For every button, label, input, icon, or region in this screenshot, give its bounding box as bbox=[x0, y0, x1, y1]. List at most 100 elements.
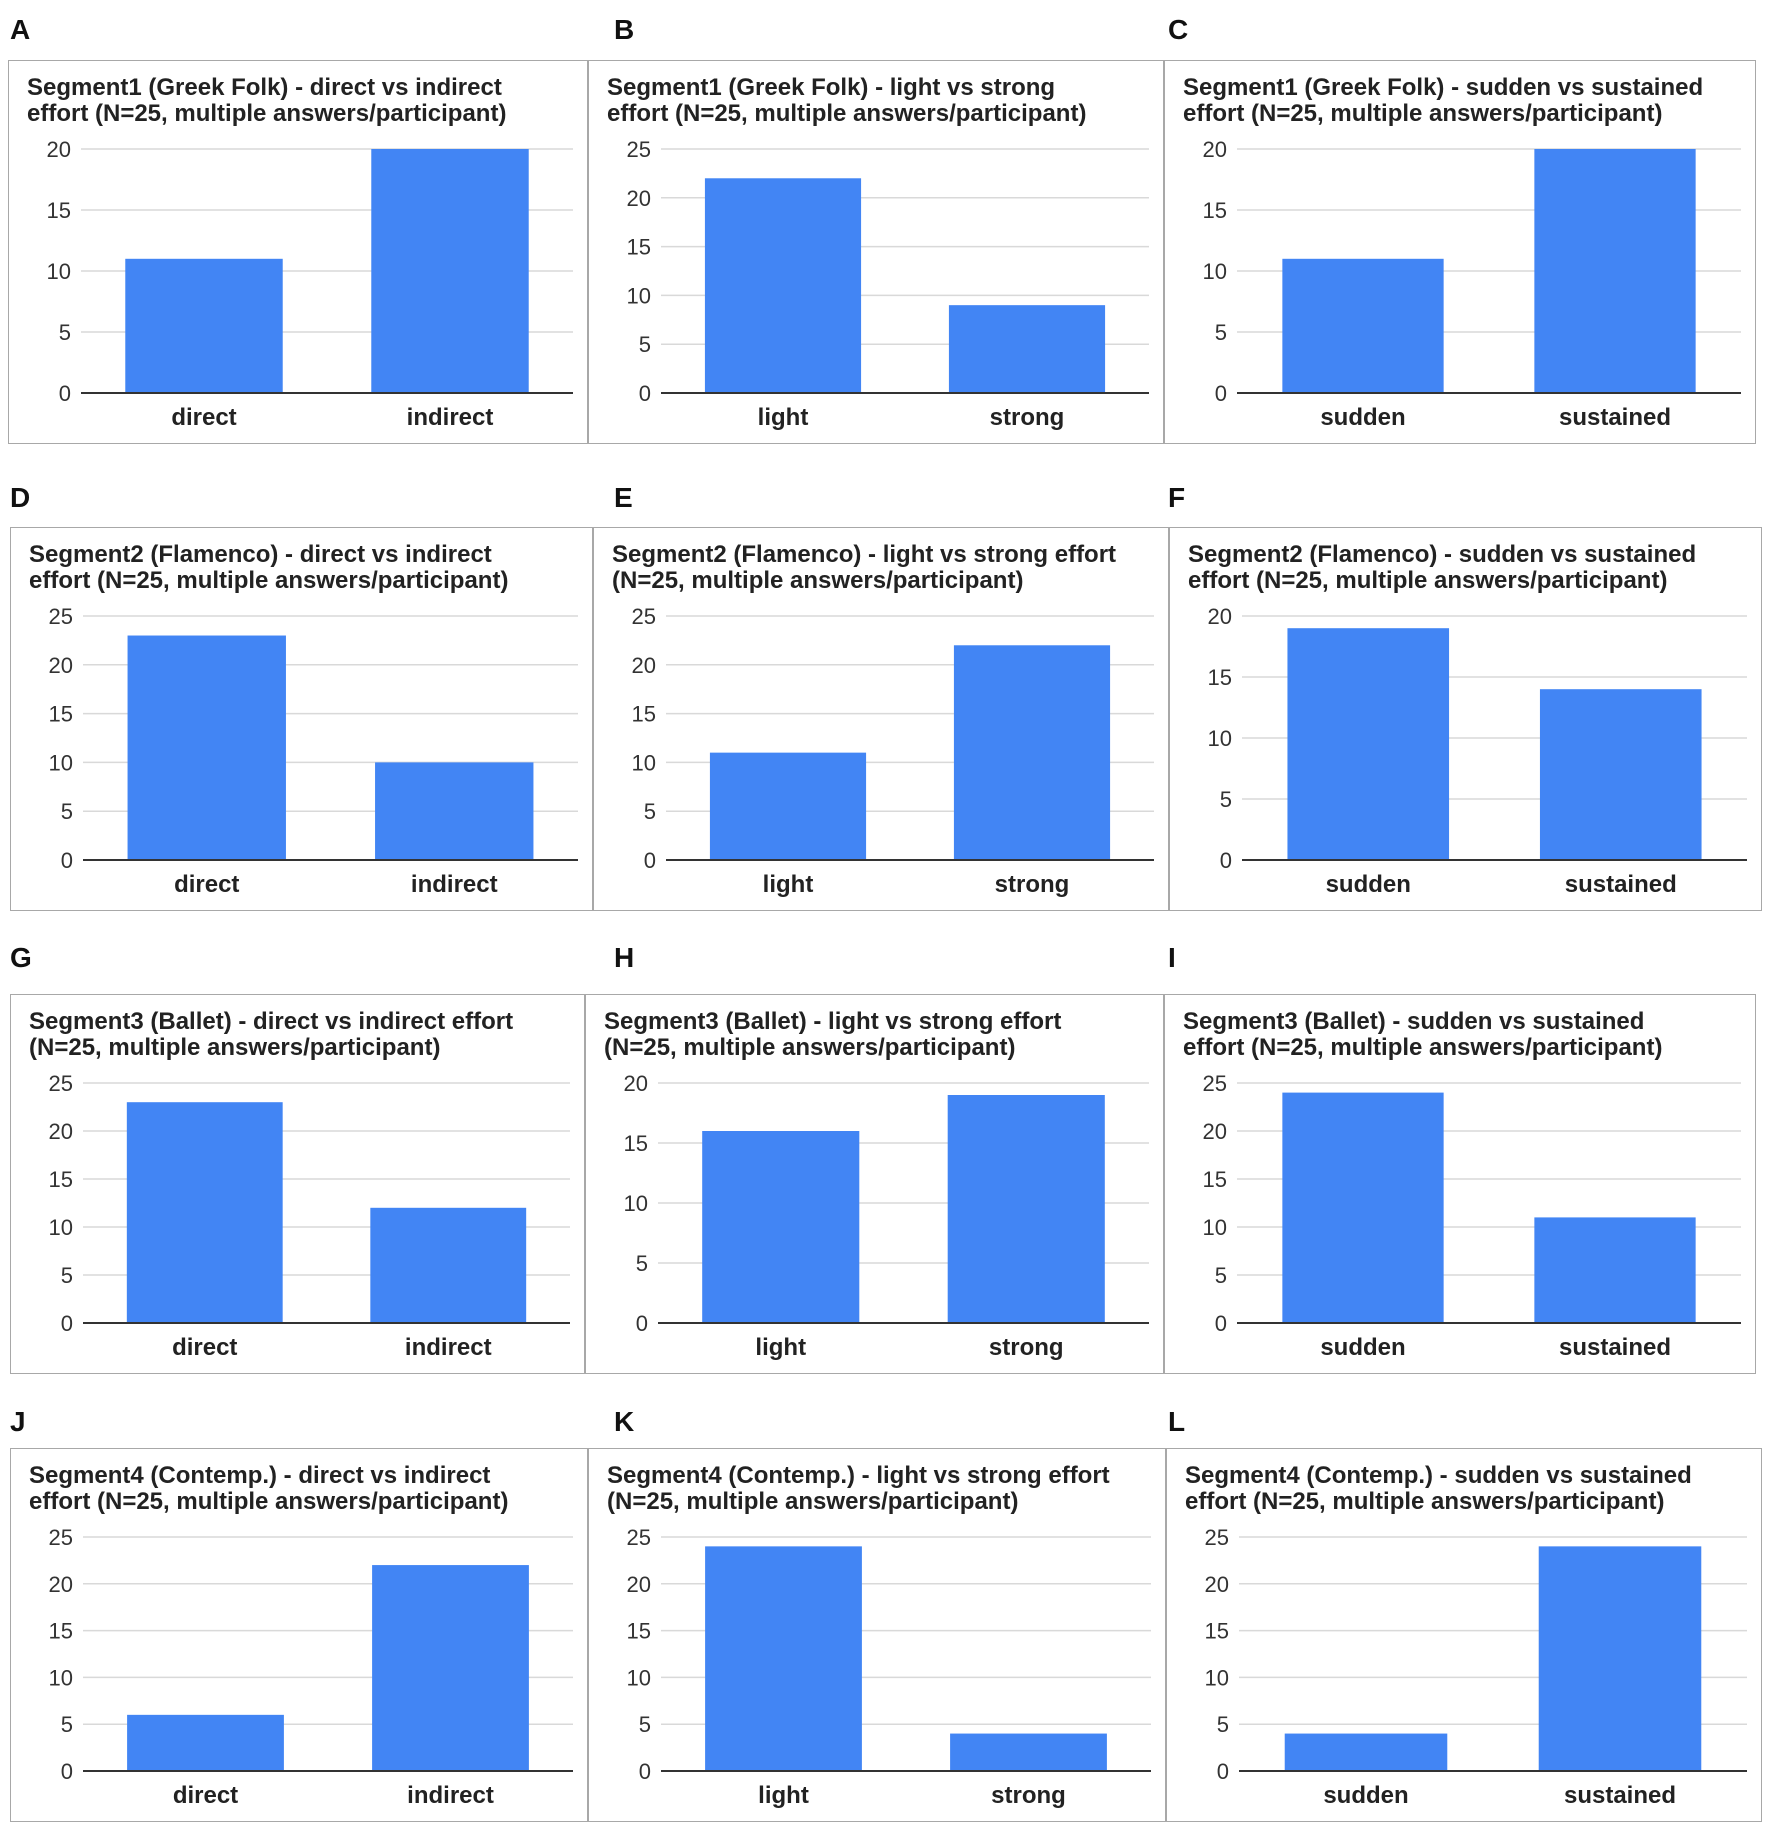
chart-plot: 0 5 10 15 20 direct indirect bbox=[47, 137, 573, 431]
y-tick-label: 10 bbox=[627, 1665, 651, 1690]
chart-title: Segment2 (Flamenco) - sudden vs sustaine… bbox=[1188, 541, 1697, 594]
y-tick-label: 0 bbox=[639, 381, 651, 406]
y-tick-label: 25 bbox=[627, 1525, 651, 1550]
bar-light bbox=[705, 1546, 862, 1771]
panel-letter-l: L bbox=[1168, 1406, 1186, 1437]
y-tick-label: 15 bbox=[1203, 198, 1227, 223]
y-tick-label: 25 bbox=[627, 137, 651, 162]
bar-light bbox=[702, 1131, 860, 1323]
bar-sustained bbox=[1534, 1217, 1696, 1323]
panel-letter-d: D bbox=[10, 482, 31, 513]
y-tick-label: 25 bbox=[632, 604, 656, 629]
panel-letter-h: H bbox=[614, 942, 635, 973]
x-category-label: strong bbox=[995, 871, 1070, 898]
x-category-label: light bbox=[758, 404, 809, 431]
y-tick-label: 10 bbox=[1203, 1215, 1227, 1240]
y-tick-label: 10 bbox=[49, 1215, 73, 1240]
y-tick-label: 0 bbox=[1217, 1759, 1229, 1784]
y-tick-label: 20 bbox=[632, 653, 656, 678]
x-category-label: sudden bbox=[1326, 871, 1411, 898]
y-tick-label: 15 bbox=[627, 235, 651, 260]
chart-d: Segment2 (Flamenco) - direct vs indirect… bbox=[10, 527, 593, 911]
x-category-label: light bbox=[755, 1334, 806, 1361]
bar-indirect bbox=[370, 1207, 527, 1323]
x-category-label: sustained bbox=[1565, 871, 1677, 898]
chart-i: Segment3 (Ballet) - sudden vs sustained … bbox=[1164, 994, 1756, 1374]
chart-plot: 0 5 10 15 20 25 light strong bbox=[632, 604, 1154, 898]
y-tick-label: 5 bbox=[636, 1251, 648, 1276]
x-category-label: strong bbox=[991, 1782, 1066, 1809]
chart-title: Segment3 (Ballet) - light vs strong effo… bbox=[604, 1008, 1062, 1061]
y-tick-label: 15 bbox=[632, 702, 656, 727]
bar-direct bbox=[125, 258, 283, 393]
y-tick-label: 25 bbox=[49, 1071, 73, 1096]
y-tick-label: 10 bbox=[624, 1191, 648, 1216]
y-tick-label: 15 bbox=[1203, 1167, 1227, 1192]
y-tick-label: 20 bbox=[1208, 604, 1232, 629]
panel-letter-a: A bbox=[10, 14, 31, 45]
panel-letter-i: I bbox=[1168, 942, 1176, 973]
y-tick-label: 0 bbox=[59, 381, 71, 406]
chart-title: Segment4 (Contemp.) - direct vs indirect… bbox=[29, 1462, 509, 1515]
y-tick-label: 0 bbox=[644, 848, 656, 873]
y-tick-label: 20 bbox=[1203, 1119, 1227, 1144]
y-tick-label: 10 bbox=[1208, 726, 1232, 751]
y-tick-label: 15 bbox=[49, 1167, 73, 1192]
chart-title: Segment1 (Greek Folk) - sudden vs sustai… bbox=[1183, 74, 1704, 127]
bar-indirect bbox=[372, 1565, 529, 1771]
y-tick-label: 10 bbox=[49, 1665, 73, 1690]
panel-letter-g: G bbox=[10, 942, 32, 973]
chart-plot: 0 5 10 15 20 25 light strong bbox=[627, 1525, 1151, 1809]
chart-k: Segment4 (Contemp.) - light vs strong ef… bbox=[588, 1448, 1166, 1822]
y-tick-label: 15 bbox=[627, 1619, 651, 1644]
bar-direct bbox=[127, 635, 286, 860]
y-tick-label: 10 bbox=[627, 283, 651, 308]
y-tick-label: 0 bbox=[639, 1759, 651, 1784]
chart-plot: 0 5 10 15 20 sudden sustained bbox=[1203, 137, 1741, 431]
chart-title: Segment2 (Flamenco) - light vs strong ef… bbox=[612, 541, 1117, 594]
x-category-label: indirect bbox=[407, 1782, 494, 1809]
chart-f: Segment2 (Flamenco) - sudden vs sustaine… bbox=[1169, 527, 1762, 911]
y-tick-label: 20 bbox=[627, 186, 651, 211]
chart-title: Segment1 (Greek Folk) - light vs strong … bbox=[607, 74, 1087, 127]
bar-strong bbox=[950, 1733, 1107, 1771]
y-tick-label: 5 bbox=[1220, 787, 1232, 812]
chart-plot: 0 5 10 15 20 25 sudden sustained bbox=[1205, 1525, 1747, 1809]
bar-sudden bbox=[1282, 1092, 1444, 1323]
bar-indirect bbox=[371, 149, 529, 393]
chart-title: Segment4 (Contemp.) - light vs strong ef… bbox=[607, 1462, 1110, 1515]
x-category-label: strong bbox=[990, 404, 1065, 431]
y-tick-label: 0 bbox=[1215, 381, 1227, 406]
x-category-label: sustained bbox=[1559, 1334, 1671, 1361]
y-tick-label: 5 bbox=[61, 1263, 73, 1288]
bar-sudden bbox=[1284, 1733, 1448, 1771]
x-category-label: direct bbox=[174, 871, 239, 898]
x-category-label: light bbox=[758, 1782, 809, 1809]
chart-title: Segment2 (Flamenco) - direct vs indirect… bbox=[29, 541, 509, 594]
x-category-label: sudden bbox=[1320, 1334, 1405, 1361]
bar-sustained bbox=[1538, 1546, 1702, 1771]
chart-plot: 0 5 10 15 20 25 direct indirect bbox=[49, 1071, 570, 1361]
chart-plot: 0 5 10 15 20 25 direct indirect bbox=[49, 1525, 573, 1809]
bar-sudden bbox=[1287, 628, 1450, 860]
x-category-label: sudden bbox=[1320, 404, 1405, 431]
bar-strong bbox=[947, 1095, 1105, 1323]
chart-h: Segment3 (Ballet) - light vs strong effo… bbox=[585, 994, 1164, 1374]
x-category-label: direct bbox=[172, 1334, 237, 1361]
chart-title: Segment4 (Contemp.) - sudden vs sustaine… bbox=[1185, 1462, 1692, 1515]
y-tick-label: 20 bbox=[627, 1572, 651, 1597]
y-tick-label: 20 bbox=[49, 653, 73, 678]
y-tick-label: 5 bbox=[1215, 1263, 1227, 1288]
y-tick-label: 20 bbox=[49, 1572, 73, 1597]
y-tick-label: 0 bbox=[61, 1311, 73, 1336]
panel-letter-b: B bbox=[614, 14, 635, 45]
x-category-label: light bbox=[763, 871, 814, 898]
y-tick-label: 5 bbox=[1217, 1712, 1229, 1737]
x-category-label: strong bbox=[989, 1334, 1064, 1361]
panel-letter-f: F bbox=[1168, 482, 1186, 513]
y-tick-label: 20 bbox=[49, 1119, 73, 1144]
y-tick-label: 15 bbox=[624, 1131, 648, 1156]
chart-title: Segment1 (Greek Folk) - direct vs indire… bbox=[27, 74, 507, 127]
x-category-label: sustained bbox=[1559, 404, 1671, 431]
y-tick-label: 20 bbox=[1205, 1572, 1229, 1597]
